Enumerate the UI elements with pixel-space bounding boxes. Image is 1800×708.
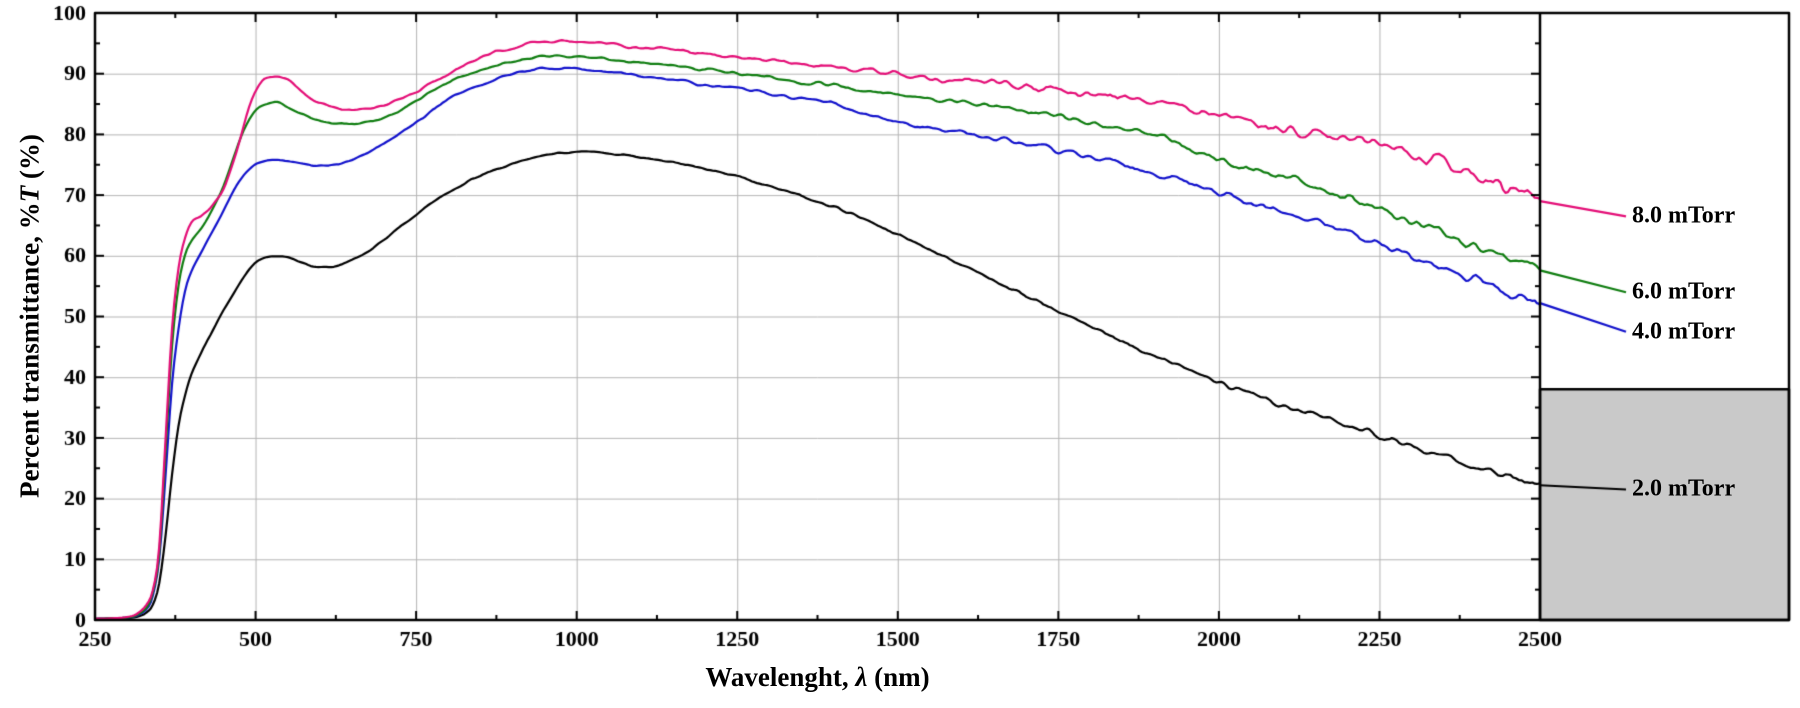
y-axis-title-symbol: T (14, 185, 45, 203)
x-axis-title-prefix: Wavelenght, (705, 662, 856, 692)
y-axis-title: Percent transmittance, %T (%) (15, 134, 46, 498)
series-label-4-mtorr: 4.0 mTorr (1632, 318, 1736, 345)
series-label-8-mtorr: 8.0 mTorr (1632, 202, 1736, 229)
series-label-2-mtorr: 2.0 mTorr (1632, 475, 1736, 502)
x-axis-title: Wavelenght, λ (nm) (95, 662, 1540, 693)
x-axis-title-suffix: (nm) (867, 662, 930, 692)
x-axis-title-symbol: λ (855, 662, 868, 692)
series-label-6-mtorr: 6.0 mTorr (1632, 278, 1736, 305)
y-axis-title-suffix: (%) (14, 134, 45, 186)
y-axis-title-prefix: Percent transmittance, % (14, 202, 45, 498)
